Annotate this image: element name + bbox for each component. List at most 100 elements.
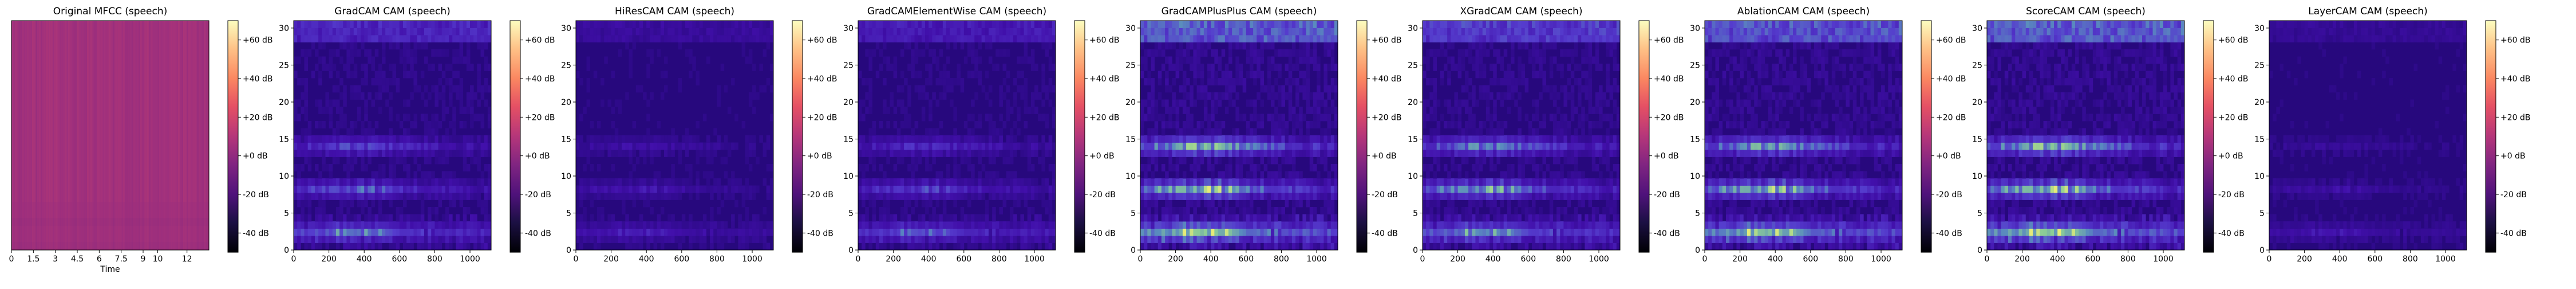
heatmap-cell — [460, 186, 464, 193]
heatmap-cell — [576, 186, 580, 193]
heatmap-cell — [1168, 186, 1172, 193]
heatmap-cell — [403, 135, 407, 143]
heatmap-cell — [1020, 85, 1024, 93]
heatmap-cell — [1006, 100, 1010, 107]
heatmap-cell — [721, 143, 725, 150]
heatmap-cell — [1147, 236, 1151, 243]
heatmap-cell — [1246, 150, 1250, 157]
heatmap-cell — [957, 193, 961, 200]
heatmap-cell — [1299, 42, 1303, 50]
heatmap-cell — [301, 128, 305, 136]
heatmap-cell — [1556, 236, 1560, 243]
heatmap-cell — [329, 28, 333, 36]
heatmap-cell — [1165, 171, 1169, 179]
heatmap-cell — [477, 78, 481, 85]
heatmap-cell — [449, 85, 453, 93]
heatmap-cell — [1218, 64, 1222, 71]
heatmap-cell — [1496, 221, 1500, 229]
heatmap-cell — [1003, 193, 1007, 200]
heatmap-cell — [1235, 42, 1239, 50]
heatmap-cell — [890, 100, 894, 107]
heatmap-cell — [442, 171, 446, 179]
heatmap-cell — [734, 143, 738, 150]
heatmap-cell — [308, 164, 312, 171]
heatmap-cell — [639, 28, 643, 36]
heatmap-cell — [911, 164, 915, 171]
heatmap-cell — [1539, 236, 1543, 243]
heatmap-cell — [1017, 193, 1021, 200]
heatmap-cell — [442, 186, 446, 193]
heatmap-cell — [1186, 57, 1190, 64]
heatmap-cell — [922, 236, 926, 243]
heatmap-cell — [1232, 221, 1236, 229]
heatmap-cell — [922, 150, 926, 157]
heatmap-cell — [692, 28, 696, 36]
heatmap-cell — [922, 214, 926, 222]
heatmap-cell — [1045, 150, 1049, 157]
heatmap-cell — [1193, 42, 1197, 50]
heatmap-cell — [1239, 64, 1243, 71]
heatmap-cell — [1183, 92, 1187, 100]
heatmap-cell — [346, 178, 350, 186]
heatmap-cell — [625, 42, 629, 50]
heatmap-cell — [1306, 35, 1310, 42]
heatmap-cell — [1271, 100, 1275, 107]
heatmap-cell — [1031, 236, 1035, 243]
heatmap-cell — [700, 229, 704, 236]
heatmap-cell — [1010, 186, 1014, 193]
heatmap-cell — [1235, 186, 1239, 193]
heatmap-cell — [1313, 92, 1317, 100]
heatmap-cell — [1172, 28, 1176, 36]
heatmap-cell — [971, 114, 975, 122]
heatmap-cell — [488, 107, 492, 114]
heatmap-cell — [1235, 236, 1239, 243]
heatmap-cell — [1458, 236, 1462, 243]
heatmap-cell — [985, 207, 989, 214]
heatmap-cell — [1155, 28, 1159, 36]
heatmap-cell — [1257, 143, 1261, 150]
heatmap-cell — [1334, 28, 1338, 36]
heatmap-cell — [1161, 229, 1165, 236]
heatmap-cell — [1207, 143, 1211, 150]
heatmap-cell — [1535, 229, 1539, 236]
heatmap-cell — [428, 28, 432, 36]
heatmap-cell — [749, 221, 753, 229]
heatmap-cell — [364, 114, 368, 122]
heatmap-cell — [1281, 85, 1285, 93]
heatmap-cell — [456, 35, 460, 42]
heatmap-cell — [301, 92, 305, 100]
heatmap-cell — [964, 35, 968, 42]
heatmap-cell — [868, 200, 872, 208]
heatmap-cell — [932, 193, 936, 200]
heatmap-cell — [1253, 193, 1257, 200]
heatmap-cell — [1225, 171, 1229, 179]
heatmap-cell — [1013, 200, 1017, 208]
heatmap-cell — [375, 221, 379, 229]
heatmap-cell — [1161, 221, 1165, 229]
heatmap-cell — [336, 71, 340, 79]
heatmap-cell — [1472, 229, 1476, 236]
heatmap-cell — [1031, 221, 1035, 229]
heatmap-cell — [1049, 193, 1053, 200]
heatmap-cell — [946, 35, 950, 42]
heatmap-cell — [1049, 57, 1053, 64]
heatmap-cell — [611, 150, 615, 157]
heatmap-cell — [946, 78, 950, 85]
heatmap-cell — [308, 128, 312, 136]
heatmap-cell — [294, 214, 298, 222]
colorbar-gradient — [228, 21, 238, 252]
heatmap-cell — [865, 221, 869, 229]
heatmap-cell — [1556, 229, 1560, 236]
heatmap-cell — [1034, 150, 1038, 157]
heatmap-cell — [731, 35, 735, 42]
heatmap-cell — [636, 21, 640, 28]
heatmap-cell — [1253, 57, 1257, 64]
heatmap-cell — [1571, 229, 1575, 236]
heatmap-cell — [393, 186, 397, 193]
heatmap-cell — [858, 71, 862, 79]
heatmap-cell — [978, 143, 982, 150]
heatmap-cell — [484, 150, 488, 157]
heatmap-cell — [1306, 186, 1310, 193]
heatmap-cell — [477, 135, 481, 143]
heatmap-cell — [957, 35, 961, 42]
